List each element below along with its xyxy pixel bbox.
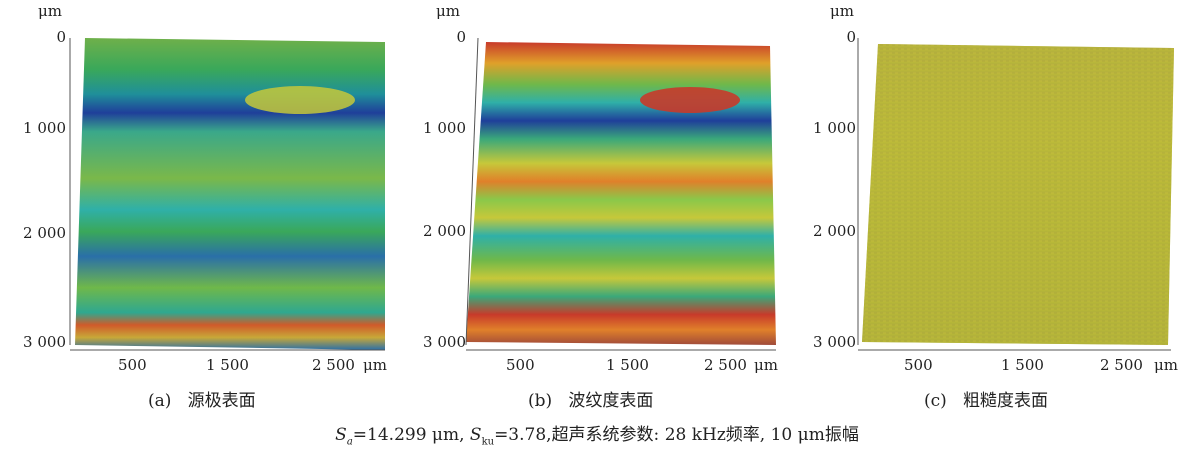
y-tick: 2 000 — [23, 224, 66, 242]
surface-b — [466, 42, 776, 345]
caption-b: (b) 波纹度表面 — [528, 386, 653, 411]
y-axis-b — [465, 37, 479, 346]
caption-tag: (b) — [528, 391, 553, 411]
sku-value: =3.78, — [494, 425, 552, 445]
y-tick: 2 000 — [813, 222, 856, 240]
y-tick: 0 — [456, 28, 466, 46]
y-tick: 3 000 — [423, 333, 466, 351]
surface-plot-c — [857, 38, 1174, 351]
y-tick: 2 000 — [423, 222, 466, 240]
y-unit-label: μm — [830, 2, 854, 20]
y-tick: 0 — [846, 28, 856, 46]
y-tick: 1 000 — [23, 119, 66, 137]
caption-tag: (a) — [148, 391, 172, 411]
caption-tag: (c) — [924, 391, 947, 411]
figure-footer: Sa=14.299 μm, Sku=3.78,超声系统参数: 28 kHz频率,… — [0, 420, 1194, 447]
caption-text: 粗糙度表面 — [963, 391, 1049, 411]
y-tick: 3 000 — [23, 333, 66, 351]
surface-feature-b — [640, 87, 740, 113]
sa-subscript: a — [346, 436, 353, 448]
panel-a: μm 0 1 000 2 000 3 000 500 1 500 2 500 μ… — [0, 0, 398, 420]
x-unit-label: μm — [754, 356, 778, 374]
y-unit-label: μm — [436, 2, 460, 20]
caption-text: 波纹度表面 — [568, 391, 654, 411]
x-unit-label: μm — [363, 356, 387, 374]
caption-text: 源极表面 — [187, 391, 256, 411]
x-tick: 2 500 — [704, 356, 747, 374]
x-tick: 1 500 — [1001, 356, 1044, 374]
sku-subscript: ku — [481, 436, 495, 448]
x-tick: 2 500 — [1100, 356, 1143, 374]
x-unit-label: μm — [1154, 356, 1178, 374]
panel-c: μm 0 1 000 2 000 3 000 500 1 500 2 500 μ… — [796, 0, 1194, 420]
y-tick: 3 000 — [813, 333, 856, 351]
panel-b: μm 0 1 000 2 000 3 000 500 1 500 2 500 μ… — [398, 0, 796, 420]
y-tick: 0 — [56, 28, 66, 46]
surface-plot-b — [465, 37, 776, 351]
caption-c: (c) 粗糙度表面 — [924, 386, 1048, 411]
caption-a: (a) 源极表面 — [148, 386, 256, 411]
surface-a — [75, 38, 385, 350]
surface-feature-a — [245, 86, 355, 114]
ultrasonic-params: 超声系统参数: 28 kHz频率, 10 μm振幅 — [551, 425, 859, 445]
sku-symbol: S — [469, 425, 482, 445]
surface-plot-a — [69, 38, 385, 351]
surface-texture-c — [862, 44, 1174, 345]
y-tick: 1 000 — [813, 119, 856, 137]
sa-value: =14.299 μm, — [352, 425, 470, 445]
x-tick: 1 500 — [206, 356, 249, 374]
sa-symbol: S — [335, 425, 347, 445]
y-tick: 1 000 — [423, 119, 466, 137]
x-tick: 2 500 — [312, 356, 355, 374]
x-tick: 500 — [118, 356, 147, 374]
y-unit-label: μm — [38, 2, 62, 20]
x-tick: 500 — [506, 356, 535, 374]
x-tick: 1 500 — [606, 356, 649, 374]
x-tick: 500 — [904, 356, 933, 374]
